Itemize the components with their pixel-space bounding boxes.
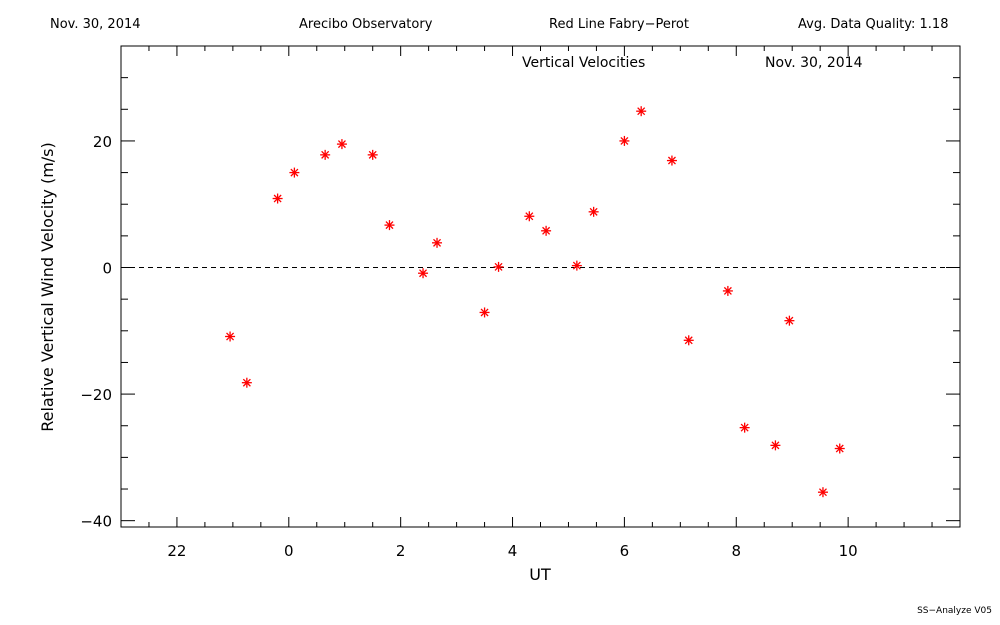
- footer-version: SS−Analyze V05: [917, 606, 992, 616]
- x-tick-label: 10: [839, 542, 858, 560]
- data-point: [666, 155, 677, 166]
- y-tick-label: 20: [93, 133, 112, 151]
- x-tick-label: 22: [167, 542, 186, 560]
- data-point: [834, 443, 845, 454]
- header-date: Nov. 30, 2014: [50, 17, 141, 32]
- data-point: [289, 167, 300, 178]
- data-point: [432, 237, 443, 248]
- data-point: [817, 487, 828, 498]
- axis-ticks: [120, 45, 961, 527]
- header-instrument: Red Line Fabry−Perot: [549, 17, 689, 32]
- data-point: [225, 331, 236, 342]
- x-tick-label: 8: [731, 542, 741, 560]
- data-point: [272, 193, 283, 204]
- x-tick-label: 0: [284, 542, 294, 560]
- data-point: [683, 335, 694, 346]
- data-point: [541, 225, 552, 236]
- data-point: [722, 285, 733, 296]
- x-tick-labels: 22 0 2 4 6 8 10: [167, 542, 857, 560]
- chart-title: Vertical Velocities: [522, 55, 645, 71]
- y-axis-label: Relative Vertical Wind Velocity (m/s): [38, 142, 57, 432]
- header-data-quality: Avg. Data Quality: 1.18: [798, 17, 949, 32]
- data-point: [241, 377, 252, 388]
- x-tick-label: 6: [620, 542, 630, 560]
- y-tick-label: −40: [80, 513, 112, 531]
- data-point: [367, 149, 378, 160]
- data-point: [739, 422, 750, 433]
- data-point: [770, 440, 781, 451]
- data-point: [479, 307, 490, 318]
- data-point: [493, 261, 504, 272]
- y-tick-label: −20: [80, 386, 112, 404]
- data-point: [320, 149, 331, 160]
- data-points: [225, 106, 845, 498]
- plot-frame: [120, 45, 961, 528]
- y-tick-labels: −40 −20 0 20: [80, 133, 112, 531]
- data-point: [384, 220, 395, 231]
- data-point: [336, 139, 347, 150]
- data-point: [636, 106, 647, 117]
- data-point: [619, 135, 630, 146]
- x-tick-label: 4: [508, 542, 518, 560]
- data-point: [524, 211, 535, 222]
- y-tick-label: 0: [102, 260, 112, 278]
- header-observatory: Arecibo Observatory: [299, 17, 433, 32]
- data-point: [571, 260, 582, 271]
- x-tick-label: 2: [396, 542, 406, 560]
- chart-title-date: Nov. 30, 2014: [765, 55, 863, 71]
- data-point: [588, 206, 599, 217]
- x-axis-label: UT: [529, 565, 551, 584]
- data-point: [784, 315, 795, 326]
- data-point: [418, 268, 429, 279]
